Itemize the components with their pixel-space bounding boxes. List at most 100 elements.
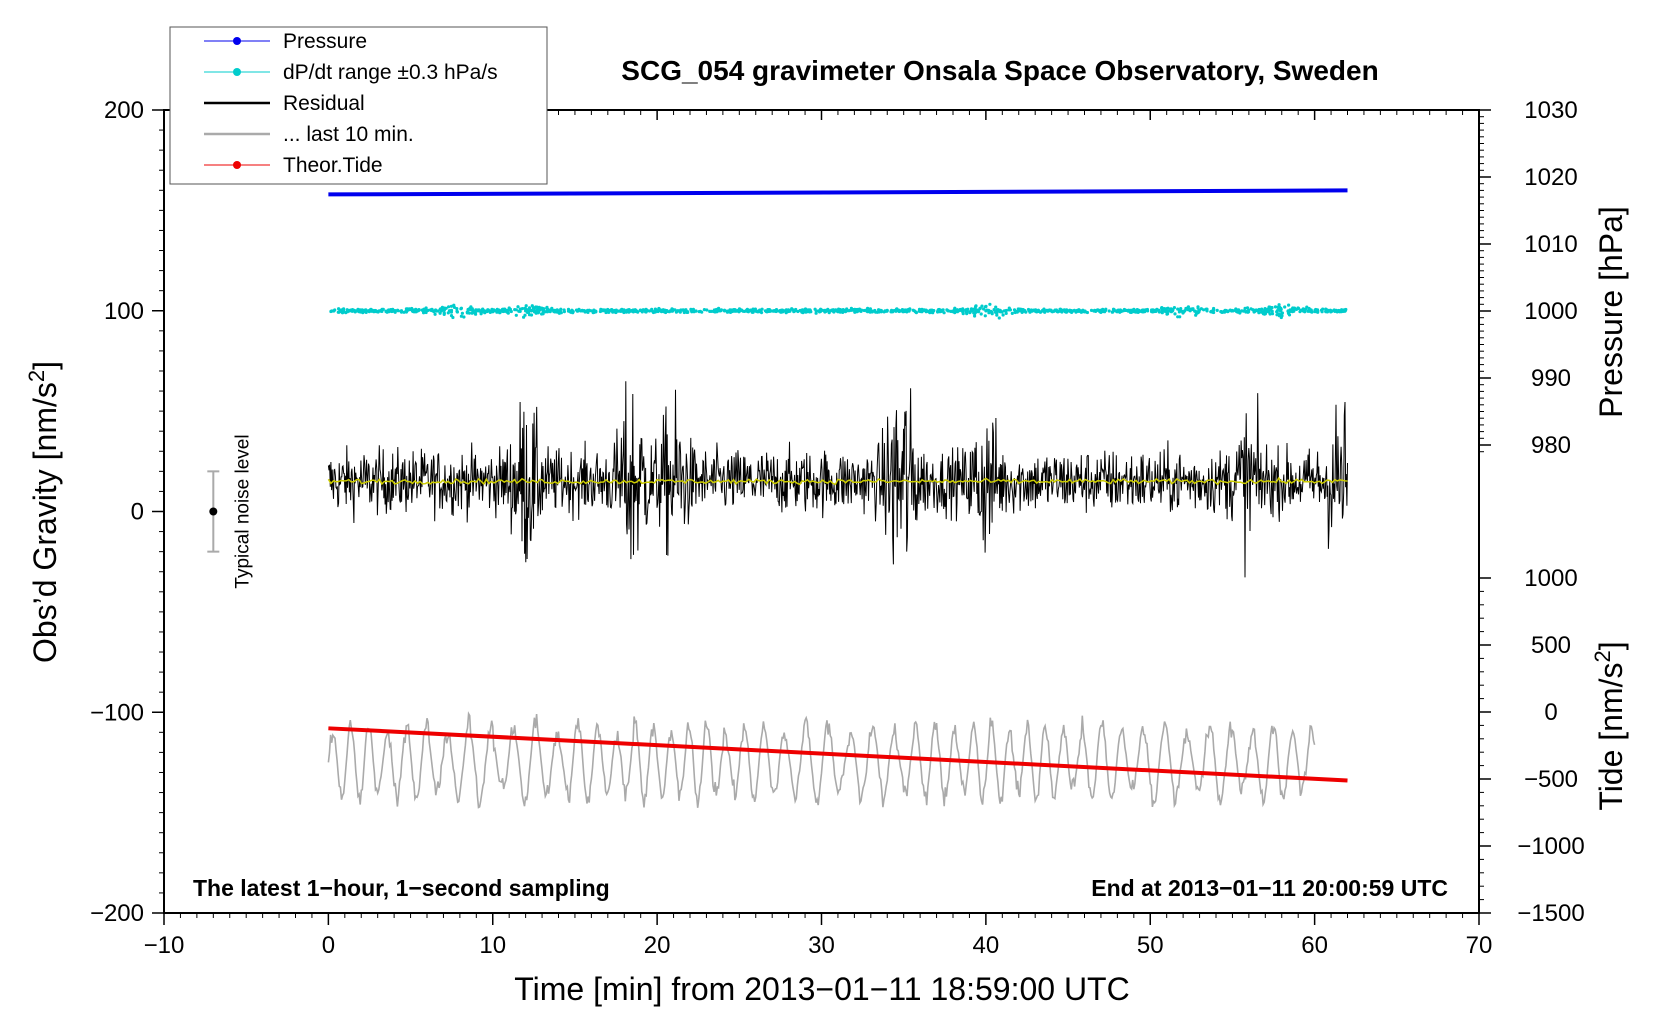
dpdt-point (1169, 307, 1173, 311)
dpdt-point (1155, 307, 1159, 311)
dpdt-point (1103, 310, 1107, 314)
dpdt-point (930, 308, 934, 312)
dpdt-point (873, 308, 877, 313)
dpdt-point (1211, 308, 1215, 312)
dpdt-point (636, 310, 640, 314)
tide-tick-label: 1000 (1524, 565, 1577, 592)
dpdt-point (1129, 308, 1133, 312)
dpdt-point (1262, 312, 1267, 316)
pressure-tick-label: 980 (1531, 432, 1571, 459)
dpdt-point (712, 310, 717, 314)
dpdt-point (466, 307, 470, 312)
dpdt-point (1215, 308, 1219, 312)
dpdt-point (984, 309, 988, 313)
y-axis-title-tide-end: ] (1593, 641, 1629, 650)
dpdt-point (417, 308, 421, 312)
dpdt-point (686, 310, 690, 314)
dpdt-point (449, 304, 453, 308)
dpdt-point (1260, 310, 1264, 314)
dpdt-point (722, 309, 727, 313)
dpdt-point (600, 309, 604, 313)
dpdt-point (1262, 309, 1266, 314)
dpdt-point (697, 310, 701, 314)
dpdt-point (365, 309, 369, 313)
dpdt-point (1034, 309, 1038, 313)
dpdt-point (608, 308, 612, 312)
dpdt-point (994, 305, 998, 309)
dpdt-point (1341, 309, 1345, 313)
dpdt-point (360, 308, 364, 312)
y-axis-title-tide-sup: 2 (1590, 650, 1615, 662)
dpdt-point (625, 309, 629, 313)
dpdt-point (1000, 310, 1004, 314)
dpdt-point (1164, 307, 1169, 311)
dpdt-point (357, 309, 361, 313)
dpdt-point (351, 308, 355, 312)
dpdt-point (997, 316, 1001, 320)
dpdt-point (1027, 309, 1031, 313)
dpdt-point (433, 312, 437, 316)
dpdt-point (429, 308, 433, 312)
dpdt-point (1020, 310, 1024, 314)
dpdt-point (1276, 305, 1280, 309)
dpdt-point (1296, 306, 1300, 310)
dpdt-point (525, 310, 530, 314)
dpdt-point (337, 307, 341, 311)
dpdt-point (369, 307, 373, 311)
x-tick-label: 0 (322, 932, 335, 959)
legend-label: Pressure (283, 30, 367, 53)
dpdt-point (1181, 311, 1185, 315)
dpdt-point (1270, 309, 1274, 313)
dpdt-point (399, 310, 404, 314)
dpdt-point (518, 307, 522, 311)
dpdt-point (566, 309, 571, 313)
dpdt-point (1104, 307, 1108, 311)
dpdt-point (434, 308, 438, 312)
dpdt-point (904, 308, 908, 312)
dpdt-point (663, 309, 668, 313)
x-tick-label: 50 (1137, 932, 1164, 959)
dpdt-point (1173, 312, 1177, 316)
dpdt-point (1041, 308, 1045, 313)
dpdt-point (452, 305, 456, 309)
dpdt-point (1179, 307, 1183, 311)
dpdt-point (1165, 310, 1169, 314)
pressure-tick-label: 1020 (1524, 164, 1577, 191)
pressure-tick-label: 990 (1531, 365, 1571, 392)
chart-title: SCG_054 gravimeter Onsala Space Observat… (621, 55, 1378, 86)
y-axis-title-tide: Tide [nm/s2] (1590, 641, 1629, 810)
dpdt-point (1309, 309, 1313, 313)
dpdt-point (728, 310, 733, 314)
dpdt-point (955, 308, 960, 312)
dpdt-point (447, 305, 451, 309)
dpdt-point (1325, 310, 1329, 314)
pressure-tick-label: 1010 (1524, 231, 1577, 258)
dpdt-point (495, 310, 499, 314)
x-tick-label: 20 (644, 932, 671, 959)
dpdt-point (1205, 309, 1209, 313)
y-tick-label: 100 (104, 298, 144, 325)
annotation-right: End at 2013−01−11 20:00:59 UTC (1091, 875, 1448, 901)
dpdt-point (823, 310, 827, 314)
dpdt-point (912, 309, 917, 313)
x-tick-label: 60 (1301, 932, 1328, 959)
dpdt-point (1153, 309, 1157, 314)
dpdt-point (1230, 308, 1234, 313)
dpdt-point (1283, 305, 1287, 309)
dpdt-point (681, 308, 685, 312)
dpdt-point (545, 306, 549, 310)
dpdt-point (973, 310, 977, 315)
dpdt-point (1160, 308, 1164, 312)
dpdt-point (671, 308, 675, 312)
dpdt-point (592, 308, 596, 312)
dpdt-point (443, 306, 447, 310)
dpdt-point (479, 310, 484, 314)
legend-box (169, 26, 548, 185)
dpdt-point (1111, 310, 1115, 314)
dpdt-point (1083, 309, 1087, 313)
dpdt-point (849, 306, 854, 310)
dpdt-point (1116, 309, 1120, 313)
legend: Pressure dP/dt range ±0.3 hPa/s Residual..… (169, 26, 548, 185)
dpdt-point (459, 314, 463, 318)
dpdt-point (1055, 309, 1059, 313)
